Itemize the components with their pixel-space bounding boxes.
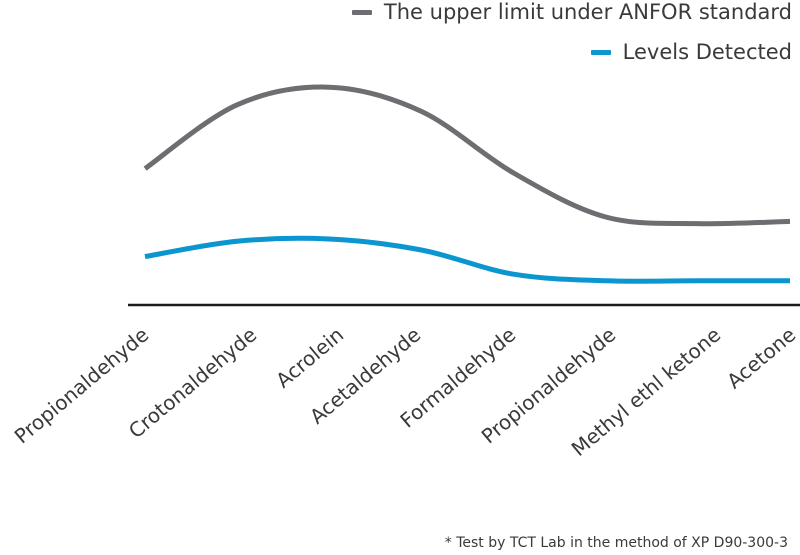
x-tick-label-2: Acrolein — [271, 322, 348, 392]
legend-label-levels-detected: Levels Detected — [622, 40, 792, 64]
x-tick-label-7: Acetone — [722, 322, 800, 393]
footnote: * Test by TCT Lab in the method of XP D9… — [444, 535, 788, 551]
legend-item-upper-limit: The upper limit under ANFOR standard — [351, 0, 792, 24]
series-line-1 — [144, 235, 790, 284]
legend-swatch-upper-limit — [351, 9, 372, 15]
legend-item-levels-detected: Levels Detected — [590, 40, 792, 64]
series-line-0 — [143, 84, 791, 227]
legend-swatch-levels-detected — [590, 49, 611, 55]
legend-label-upper-limit: The upper limit under ANFOR standard — [383, 0, 792, 24]
